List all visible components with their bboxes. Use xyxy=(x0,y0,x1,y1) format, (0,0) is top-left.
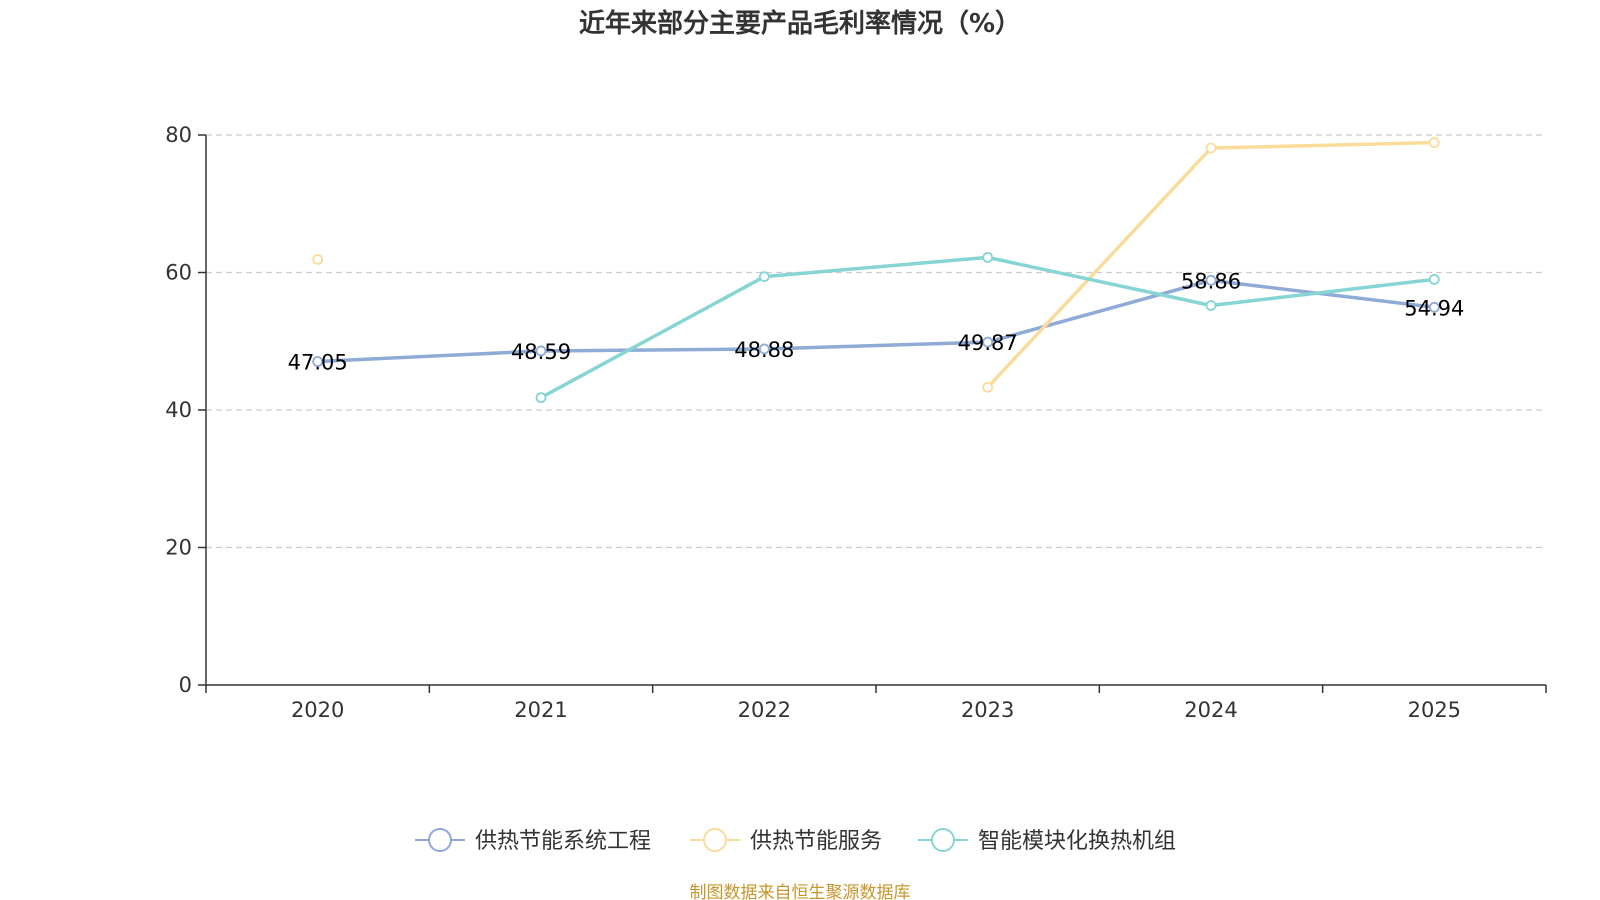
data-point xyxy=(1205,300,1217,311)
legend-item[interactable]: 供热节能系统工程 xyxy=(415,828,651,854)
x-tick-label: 2025 xyxy=(1408,698,1461,722)
series-1 xyxy=(312,274,1440,367)
x-tick-label: 2021 xyxy=(514,698,567,722)
data-point xyxy=(535,345,547,357)
y-tick-label: 80 xyxy=(165,123,192,147)
source-note: 制图数据来自恒生聚源数据库 xyxy=(690,883,911,900)
data-point xyxy=(982,251,994,263)
series-2 xyxy=(312,137,1440,393)
data-label: 49.87 xyxy=(958,331,1018,355)
data-point xyxy=(758,343,770,355)
x-tick-label: 2024 xyxy=(1184,698,1237,722)
data-point xyxy=(1428,137,1440,148)
data-point xyxy=(312,356,324,367)
data-label: 47.05 xyxy=(288,351,348,375)
data-point xyxy=(312,254,324,265)
data-labels: 47.05 48.59 48.88 49.87 58.86 54.94 xyxy=(288,269,1465,374)
series-line xyxy=(986,140,1435,389)
data-point xyxy=(1205,274,1217,286)
y-tick-label: 60 xyxy=(165,261,192,285)
data-point xyxy=(1428,301,1440,313)
data-point xyxy=(758,271,770,283)
chart-title: 近年来部分主要产品毛利率情况（%） xyxy=(579,8,1021,39)
legend-label: 供热节能系统工程 xyxy=(475,829,651,854)
legend-circle-marker xyxy=(703,828,727,852)
axes: 0 20 40 60 80 2020 2021 2022 2023 2024 2025 xyxy=(165,123,1547,722)
data-label: 48.59 xyxy=(511,340,571,364)
series-3 xyxy=(535,251,1440,404)
data-label: 58.86 xyxy=(1181,269,1241,293)
data-point xyxy=(1205,142,1217,154)
y-tick-label: 40 xyxy=(165,398,192,422)
legend-label: 智能模块化换热机组 xyxy=(978,829,1176,854)
series-line xyxy=(540,255,1435,400)
data-label: 48.88 xyxy=(734,338,794,362)
data-point xyxy=(535,392,547,404)
legend-item[interactable]: 供热节能服务 xyxy=(690,828,882,854)
x-tick-label: 2020 xyxy=(291,698,344,722)
data-point xyxy=(982,381,994,393)
y-tick-label: 0 xyxy=(179,673,192,697)
x-tick-label: 2022 xyxy=(738,698,791,722)
legend-circle-marker xyxy=(931,828,955,852)
series-line xyxy=(317,278,1435,364)
legend[interactable]: 供热节能系统工程 供热节能服务 智能模块化换热机组 xyxy=(415,828,1176,854)
x-tick-label: 2023 xyxy=(961,698,1014,722)
data-label: 54.94 xyxy=(1404,296,1464,320)
legend-item[interactable]: 智能模块化换热机组 xyxy=(918,828,1176,854)
legend-circle-marker xyxy=(428,828,452,852)
grid-lines xyxy=(206,134,1546,549)
series-layer xyxy=(312,137,1440,404)
data-point xyxy=(1428,273,1440,285)
data-point xyxy=(982,336,994,348)
y-tick-label: 20 xyxy=(165,536,192,560)
legend-label: 供热节能服务 xyxy=(750,829,882,854)
